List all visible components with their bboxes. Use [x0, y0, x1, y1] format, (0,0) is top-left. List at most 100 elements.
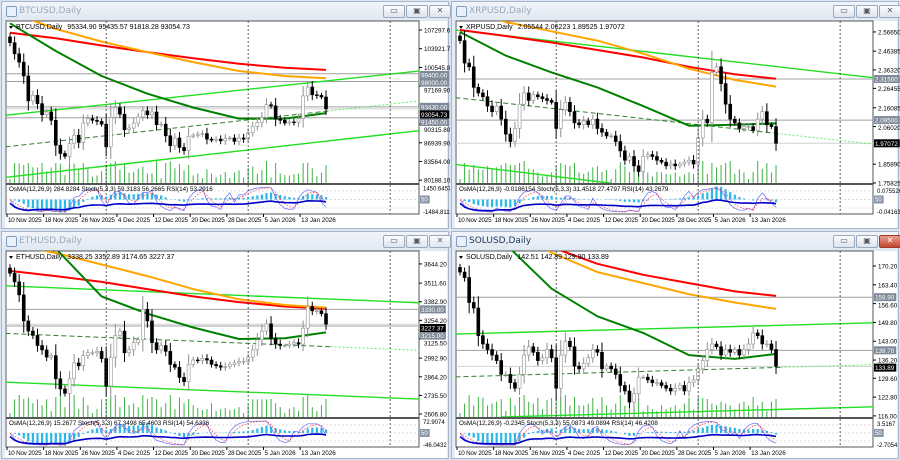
candle — [600, 342, 604, 378]
candle — [728, 344, 733, 357]
candle — [145, 106, 150, 119]
minimize-button[interactable]: ▭ — [383, 5, 405, 18]
candle — [287, 340, 292, 349]
candle — [586, 117, 591, 128]
close-button[interactable]: ✕ — [879, 5, 900, 18]
window-titlebar[interactable]: XRPUSD,Daily ▭ ▣ ✕ — [452, 2, 900, 21]
level-price-badge — [874, 293, 897, 302]
time-tick-label: 5 Jan 2026 — [264, 217, 296, 224]
level-price-badge — [420, 118, 450, 126]
rsi-line — [459, 199, 777, 212]
candle — [278, 339, 283, 350]
price-chart[interactable]: SOLUSD,Daily 142.51 142.89 129.90 133.89 1… — [452, 232, 900, 460]
window-titlebar[interactable]: ETHUSD,Daily ▭ ▣ ✕ — [2, 232, 451, 251]
price-chart[interactable]: XRPUSD,Daily 2.05544 2.06223 1.89525 1.97… — [452, 2, 900, 230]
trendline[interactable] — [455, 163, 612, 183]
level-price-badge — [420, 331, 446, 340]
chart-window-icon — [6, 6, 17, 17]
candle — [513, 121, 517, 148]
indicator-subwindow[interactable] — [6, 420, 419, 446]
candle — [471, 55, 476, 98]
candle — [58, 138, 63, 160]
candle — [563, 95, 568, 116]
candle — [305, 81, 310, 101]
ma-mid-line — [31, 21, 327, 80]
indicator-subwindow[interactable] — [456, 420, 873, 446]
candle — [746, 122, 751, 131]
minimize-button[interactable]: ▭ — [833, 5, 855, 18]
candle — [563, 332, 568, 363]
trendline[interactable] — [501, 406, 873, 417]
indicator-level-badge — [874, 195, 884, 204]
indicator-subwindow[interactable] — [6, 186, 419, 213]
ma-fast-line — [459, 31, 777, 127]
price-tick-label: 129.60 — [878, 376, 898, 383]
trendline[interactable] — [5, 70, 419, 116]
candle — [214, 361, 218, 369]
close-button[interactable]: ✕ — [879, 235, 900, 248]
level-price-badge — [420, 305, 446, 314]
time-tick-label: 5 Jan 2026 — [714, 450, 746, 457]
chart-window-solusd[interactable]: SOLUSD,Daily ▭ ▣ ✕ SOLUSD,Daily 142.51 142.89… — [451, 231, 900, 460]
restore-button[interactable]: ▣ — [406, 5, 428, 18]
trendline-dashed[interactable] — [5, 332, 331, 348]
current-price-badge — [874, 363, 897, 372]
candle — [481, 89, 485, 101]
restore-button[interactable]: ▣ — [406, 235, 428, 248]
price-tick-label: 3644.20 — [424, 261, 447, 268]
price-tick-label: 122.80 — [878, 395, 898, 402]
trendline-dashed[interactable] — [455, 97, 781, 135]
indicator-mid-label: 50 — [875, 198, 882, 204]
candle — [122, 106, 127, 137]
minimize-button[interactable]: ▭ — [383, 235, 405, 248]
close-button[interactable]: ✕ — [429, 235, 451, 248]
candle — [613, 363, 618, 380]
candle — [205, 127, 209, 145]
candle — [595, 112, 600, 135]
restore-button[interactable]: ▣ — [856, 5, 878, 18]
candle — [90, 114, 95, 124]
candle — [108, 104, 113, 159]
collapse-triangle-icon[interactable] — [9, 26, 13, 29]
restore-button[interactable]: ▣ — [856, 235, 878, 248]
chart-window-ethusd[interactable]: ETHUSD,Daily ▭ ▣ ✕ ETHUSD,Daily 3338.25 3352.… — [1, 231, 451, 460]
price-chart[interactable]: BTCUSD,Daily 95334.90 95435.57 91818.28 9… — [2, 2, 450, 230]
chart-window-btcusd[interactable]: BTCUSD,Daily ▭ ▣ ✕ BTCUSD,Daily 95334.90 9543… — [1, 1, 451, 230]
trendline[interactable] — [5, 129, 419, 178]
chart-window-xrpusd[interactable]: XRPUSD,Daily ▭ ▣ ✕ XRPUSD,Daily 2.05544 2.062… — [451, 1, 900, 230]
candle — [737, 118, 742, 133]
trendline-dashed[interactable] — [455, 366, 781, 378]
time-tick-label: 18 Nov 2025 — [45, 450, 79, 457]
candle — [168, 128, 173, 153]
candle — [458, 32, 462, 44]
price-tick-label: 170.20 — [878, 264, 898, 271]
chart-window-icon — [456, 6, 467, 17]
price-tick-label: 3382.90 — [424, 299, 447, 306]
candle — [591, 343, 595, 363]
price-tick-label: 3125.50 — [424, 341, 447, 348]
collapse-triangle-icon[interactable] — [459, 256, 463, 259]
candle — [273, 98, 278, 127]
candle — [118, 327, 122, 339]
candle — [81, 350, 86, 371]
indicator-subwindow[interactable] — [456, 186, 873, 213]
close-button[interactable]: ✕ — [429, 5, 451, 18]
minimize-button[interactable]: ▭ — [833, 235, 855, 248]
price-tick-label: 2992.90 — [424, 356, 447, 363]
candle — [182, 372, 186, 387]
candle — [600, 123, 604, 137]
price-axis[interactable] — [420, 251, 447, 447]
candle — [150, 309, 154, 354]
trendline[interactable] — [455, 322, 873, 335]
candle — [673, 383, 678, 396]
window-titlebar[interactable]: BTCUSD,Daily ▭ ▣ ✕ — [2, 2, 451, 21]
time-tick-label: 12 Dec 2025 — [605, 450, 639, 457]
candle — [655, 151, 659, 165]
collapse-triangle-icon[interactable] — [9, 256, 13, 259]
level-price-badge — [420, 78, 450, 87]
window-titlebar[interactable]: SOLUSD,Daily ▭ ▣ ✕ — [452, 232, 900, 251]
price-chart[interactable]: ETHUSD,Daily 3338.25 3352.89 3174.65 3227… — [2, 232, 450, 460]
candle — [173, 361, 177, 370]
collapse-triangle-icon[interactable] — [459, 26, 463, 29]
window-title: ETHUSD,Daily — [19, 236, 82, 246]
